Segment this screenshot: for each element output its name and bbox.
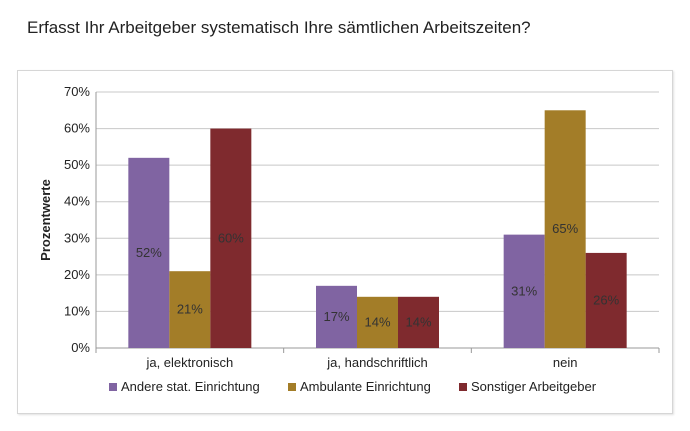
data-label: 14%: [364, 314, 390, 329]
bar: [128, 157, 170, 348]
bar: [316, 285, 357, 348]
page-title: Erfasst Ihr Arbeitgeber systematisch Ihr…: [27, 18, 531, 37]
data-label: 14%: [405, 314, 431, 329]
data-label: 65%: [552, 221, 578, 236]
data-label: 26%: [593, 292, 619, 307]
bar: [544, 110, 586, 349]
y-tick-label: 50%: [64, 157, 90, 172]
data-label: 21%: [177, 302, 203, 317]
y-axis-title: Prozentwerte: [38, 179, 53, 261]
bar: [210, 128, 252, 348]
category-label: ja, elektronisch: [145, 355, 233, 370]
bar: [585, 252, 627, 348]
bar-chart: 0% 10% 20% 30% 40% 50% 60% 70% Prozentwerte ja, e…: [38, 84, 660, 394]
legend-swatch: [459, 383, 467, 391]
legend-label: Sonstiger Arbeitgeber: [471, 379, 597, 394]
bar: [357, 296, 398, 348]
data-label: 60%: [218, 230, 244, 245]
chart-frame: 0% 10% 20% 30% 40% 50% 60% 70% Prozentwerte ja, e…: [17, 70, 673, 414]
data-label: 17%: [323, 309, 349, 324]
y-tick-label: 0%: [71, 340, 90, 355]
legend-swatch: [288, 383, 296, 391]
y-tick-label: 70%: [64, 84, 90, 99]
y-tick-label: 10%: [64, 303, 90, 318]
category-label: nein: [553, 355, 578, 370]
data-label: 52%: [136, 245, 162, 260]
legend-label: Ambulante Einrichtung: [300, 379, 431, 394]
category-label: ja, handschriftlich: [326, 355, 427, 370]
bar: [169, 271, 211, 348]
legend-swatch: [109, 383, 117, 391]
legend-label: Andere stat. Einrichtung: [121, 379, 260, 394]
data-label: 31%: [511, 283, 537, 298]
y-tick-label: 60%: [64, 121, 90, 136]
y-tick-label: 20%: [64, 267, 90, 282]
bar: [503, 234, 545, 348]
y-tick-label: 40%: [64, 194, 90, 209]
bar: [398, 296, 439, 348]
y-tick-label: 30%: [64, 230, 90, 245]
